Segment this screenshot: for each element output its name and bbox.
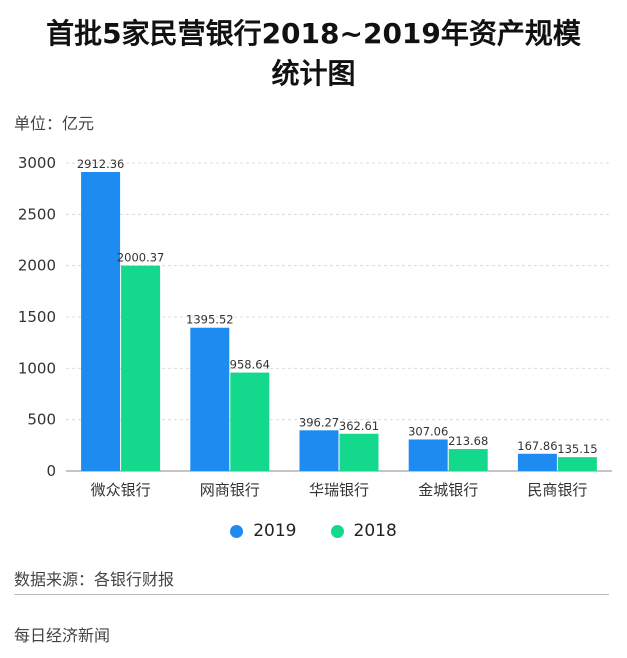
bar-chart: 0 500 1000 1500 2000 2500 3000 2912.36 2000.37 微众…	[18, 154, 612, 499]
title-line-2: 统计图	[271, 57, 356, 90]
legend-item-2019: 2019	[230, 521, 297, 541]
data-label: 2912.36	[77, 157, 125, 171]
bar-2019	[517, 453, 557, 471]
legend-item-2018: 2018	[330, 521, 397, 541]
unit-label: 单位：亿元	[14, 114, 95, 133]
data-label: 167.86	[517, 439, 557, 453]
y-tick-label: 500	[27, 411, 56, 429]
y-tick-label: 0	[46, 462, 56, 480]
data-label: 2000.37	[117, 251, 165, 265]
x-tick-label: 金城银行	[418, 481, 478, 499]
legend-label-2019: 2019	[253, 521, 297, 541]
y-tick-label: 3000	[18, 154, 56, 172]
data-label: 362.61	[339, 419, 379, 433]
bar-2018	[557, 457, 597, 471]
bar-2019	[190, 327, 230, 471]
chart-title: 首批5家民营银行2018~2019年资产规模 统计图	[0, 14, 627, 94]
legend-label-2018: 2018	[353, 521, 397, 541]
legend-swatch-2019	[230, 524, 244, 538]
x-tick-label: 民商银行	[527, 481, 587, 499]
bar-2018	[230, 372, 270, 471]
title-line-1: 首批5家民营银行2018~2019年资产规模	[46, 17, 581, 50]
bar-2018	[448, 449, 488, 471]
y-tick-label: 1000	[18, 359, 56, 377]
y-tick-label: 2000	[18, 257, 56, 275]
legend: 2019 2018	[0, 521, 627, 541]
source-label: 数据来源：各银行财报	[14, 570, 175, 589]
bar-2019	[299, 430, 339, 471]
bar-2019	[408, 439, 448, 471]
x-tick-label: 华瑞银行	[309, 481, 369, 499]
footer-label: 每日经济新闻	[14, 626, 111, 645]
bar-2018	[121, 265, 161, 471]
x-tick-label: 微众银行	[91, 481, 151, 499]
y-tick-label: 1500	[18, 308, 56, 326]
data-label: 958.64	[230, 358, 270, 372]
y-tick-label: 2500	[18, 205, 56, 223]
bar-2018	[339, 433, 379, 471]
x-tick-label: 网商银行	[200, 481, 260, 499]
divider	[14, 594, 609, 595]
data-label: 1395.52	[186, 313, 234, 327]
data-label: 213.68	[448, 434, 488, 448]
data-label: 307.06	[408, 424, 448, 438]
data-label: 135.15	[557, 442, 597, 456]
bar-2019	[81, 171, 121, 471]
legend-swatch-2018	[330, 524, 344, 538]
data-label: 396.27	[299, 415, 339, 429]
